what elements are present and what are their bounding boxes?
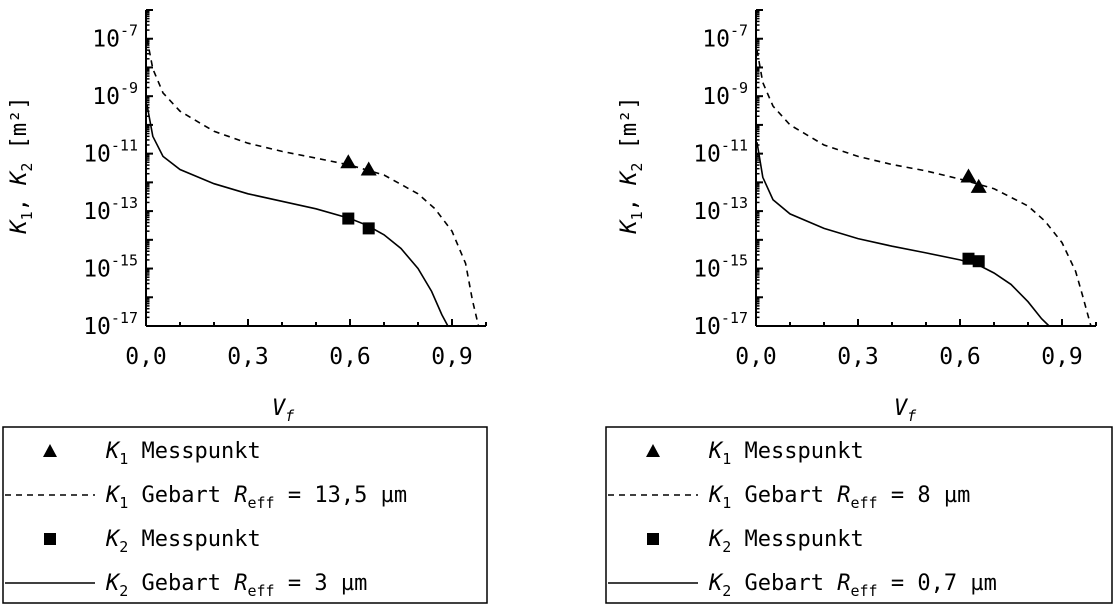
chart-panel-1: 10-7 10-9 10-11 10-13 10-15 10-17 0,0 0,3 0,6 0,9…	[2, 9, 488, 604]
y-tick-label: 10-7	[702, 22, 748, 53]
k1-gebart-curve	[146, 38, 480, 327]
legend-box	[605, 426, 1113, 604]
x-axis-label: Vf	[894, 396, 917, 425]
k2-gebart-curve	[756, 142, 1050, 327]
k1-messpunkt-marker	[970, 178, 987, 193]
k1-messpunkt-marker	[360, 161, 377, 176]
chart-panel-2: 10-7 10-9 10-11 10-13 10-15 10-17 0,0 0,3 0,6 0,9…	[605, 9, 1113, 604]
legend-label: K1 Messpunkt	[105, 439, 261, 468]
x-tick-label: 0,9	[431, 344, 473, 370]
legend-symbol-triangle	[43, 444, 57, 457]
legend: K1 Messpunkt K1 Gebart Reff = 8 µm K2 Mess…	[605, 426, 1113, 604]
x-axis-label: Vf	[272, 396, 295, 425]
legend-label: K2 Gebart Reff = 0,7 µm	[708, 571, 997, 600]
y-axis-label: K1, K2 [m²]	[617, 96, 646, 234]
legend-label: K2 Gebart Reff = 3 µm	[105, 571, 367, 600]
y-tick-label: 10-9	[92, 79, 138, 110]
y-tick-label: 10-7	[92, 22, 138, 53]
k1-gebart-curve	[756, 50, 1092, 327]
y-tick-label: 10-9	[702, 79, 748, 110]
legend-symbol-square	[647, 533, 659, 545]
legend-label: K2 Messpunkt	[708, 527, 864, 556]
y-tick-label: 10-17	[693, 309, 748, 340]
legend-label: K2 Messpunkt	[105, 527, 261, 556]
x-tick-label: 0,6	[329, 344, 371, 370]
k2-messpunkt-marker	[972, 255, 985, 268]
y-tick-label: 10-11	[693, 137, 748, 168]
x-tick-label: 0,3	[227, 344, 269, 370]
y-tick-label: 10-17	[83, 309, 138, 340]
y-tick-label: 10-13	[693, 194, 748, 225]
y-axis-label: K1, K2 [m²]	[7, 96, 36, 234]
legend-label: K1 Gebart Reff = 8 µm	[708, 483, 970, 512]
x-tick-label: 0,9	[1041, 344, 1083, 370]
legend: K1 Messpunkt K1 Gebart Reff = 13,5 µm K2 M…	[2, 426, 488, 604]
x-tick-label: 0,0	[125, 344, 167, 370]
y-tick-label: 10-15	[83, 252, 138, 283]
k1-messpunkt-marker	[340, 154, 357, 169]
legend-symbol-triangle	[646, 444, 660, 457]
k1-messpunkt-marker	[960, 168, 977, 183]
legend-box	[2, 426, 488, 604]
x-tick-label: 0,3	[837, 344, 879, 370]
legend-label: K1 Gebart Reff = 13,5 µm	[105, 483, 407, 512]
legend-label: K1 Messpunkt	[708, 439, 864, 468]
k2-gebart-curve	[146, 104, 449, 327]
x-tick-label: 0,6	[939, 344, 981, 370]
legend-symbol-square	[44, 533, 56, 545]
x-tick-label: 0,0	[735, 344, 777, 370]
y-tick-label: 10-11	[83, 137, 138, 168]
y-tick-label: 10-13	[83, 194, 138, 225]
y-tick-label: 10-15	[693, 252, 748, 283]
